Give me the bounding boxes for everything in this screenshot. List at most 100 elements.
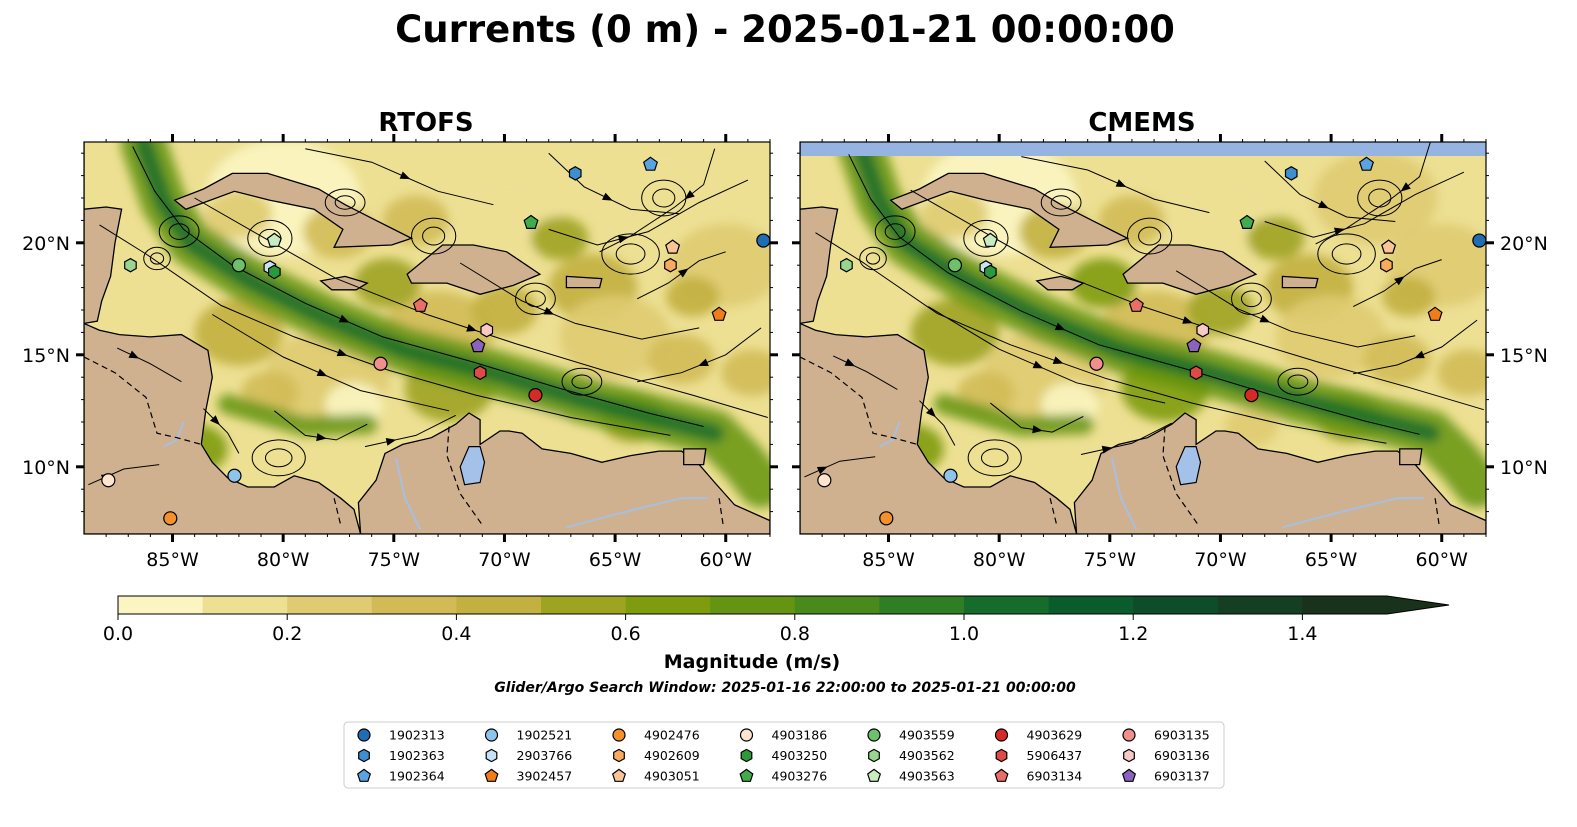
colorbar-tick-label: 1.2 — [1118, 623, 1148, 645]
float-1902313 — [1472, 233, 1486, 248]
eddy-streamline — [1138, 226, 1162, 246]
legend-label-4903629: 4903629 — [1027, 728, 1083, 743]
figure-title: Currents (0 m) - 2025-01-21 00:00:00 — [395, 8, 1175, 51]
float-4903559 — [231, 258, 247, 273]
float-4902476 — [879, 511, 894, 526]
eddy-streamline — [149, 252, 165, 265]
eddy-streamline — [1277, 367, 1319, 396]
eddy-streamline — [571, 374, 593, 389]
float-legend: 1902313 1902363 1902364 1902521 2903766 39024… — [343, 721, 1225, 789]
float-4903562 — [124, 257, 137, 273]
streamline-arrow — [1400, 182, 1411, 192]
colorbar-segment — [964, 596, 1050, 614]
streamline-arrow — [1182, 316, 1193, 324]
float-3902457 — [1427, 306, 1443, 321]
colorbar-tick-label: 0.2 — [272, 623, 302, 645]
streamline-arrow — [1052, 356, 1064, 364]
legend-label-1902521: 1902521 — [517, 728, 573, 743]
eddy-streamline — [524, 290, 546, 308]
streamline-arrow — [1318, 200, 1329, 209]
streamline-arrow — [210, 415, 220, 426]
legend-marker-4903186 — [739, 728, 754, 742]
streamline-arrow — [1054, 322, 1066, 331]
y-tick-label: 20°N — [22, 233, 70, 255]
float-4903563 — [266, 232, 282, 247]
legend-label-6903137: 6903137 — [1154, 769, 1210, 784]
eddy-streamline — [652, 188, 676, 208]
no-data-strip — [800, 142, 1486, 156]
streamline-arrow — [698, 358, 709, 366]
legend-label-4903051: 4903051 — [644, 769, 700, 784]
colorbar-segment — [879, 596, 965, 614]
float-4903562 — [840, 257, 853, 273]
legend-label-6903135: 6903135 — [1154, 728, 1210, 743]
colorbar-tick-label: 0.8 — [780, 623, 810, 645]
colorbar-segment — [371, 596, 457, 614]
eddy-streamline — [884, 223, 906, 240]
eddy-streamline — [324, 188, 366, 217]
legend-label-1902313: 1902313 — [389, 728, 445, 743]
x-tick-label: 70°W — [1194, 549, 1247, 571]
streamline-arrow — [128, 350, 140, 359]
streamline-arrow — [1259, 314, 1271, 323]
float-4903250 — [268, 264, 281, 280]
panel-title-rtofs: RTOFS — [378, 108, 473, 138]
legend-marker-1902521 — [484, 728, 499, 742]
streamline-arrow — [816, 466, 828, 475]
float-1902521 — [227, 468, 242, 483]
land-yucatan — [800, 142, 839, 325]
legend-label-4902609: 4902609 — [644, 748, 700, 763]
float-6903134 — [1128, 297, 1144, 312]
eddy-streamline — [601, 233, 660, 275]
magnitude-patch — [597, 151, 722, 245]
land-puertorico — [1281, 275, 1319, 289]
y-tick-label: 10°N — [1500, 457, 1548, 479]
streamline-arrow — [618, 235, 629, 244]
float-6903134 — [412, 297, 428, 312]
streamline-arrow — [926, 407, 936, 418]
streamline-arrow — [684, 190, 695, 200]
magnitude-patch — [353, 258, 421, 309]
eddy-streamline — [641, 179, 687, 217]
colorbar-segment — [794, 596, 880, 614]
x-tick-label: 75°W — [368, 549, 421, 571]
eddy-streamline — [422, 226, 446, 246]
float-4903276 — [1239, 214, 1255, 229]
river — [1282, 497, 1424, 529]
land-cuba — [173, 172, 414, 248]
x-tick-label: 60°W — [700, 549, 753, 571]
float-4903563 — [982, 232, 998, 247]
colorbar-tick-label: 1.0 — [949, 623, 979, 645]
magnitude-patch — [665, 276, 720, 317]
magnitude-patch — [531, 216, 589, 260]
land-hispaniola — [406, 244, 542, 295]
streamline — [1175, 270, 1416, 348]
river — [566, 497, 708, 529]
streamline — [1264, 171, 1465, 238]
current-band — [217, 394, 378, 437]
colorbar-segment — [541, 596, 627, 614]
land-yucatan — [84, 142, 123, 325]
streamline — [364, 414, 457, 448]
land — [800, 142, 1486, 534]
float-4903051 — [665, 239, 681, 254]
y-tick-label: 15°N — [1500, 345, 1548, 367]
x-tick-label: 65°W — [589, 549, 642, 571]
country-border — [333, 498, 342, 526]
magnitude-patch — [559, 295, 671, 379]
magnitude-patch — [921, 188, 989, 239]
x-tick-label: 70°W — [478, 549, 531, 571]
float-6903137 — [1186, 337, 1202, 353]
panel-title-cmems: CMEMS — [1088, 108, 1195, 138]
float-6903136 — [480, 322, 494, 338]
legend-marker-6903137 — [1121, 768, 1137, 782]
river — [1111, 457, 1138, 530]
legend-marker-1902313 — [357, 728, 371, 742]
legend-marker-4903276 — [739, 768, 754, 782]
legend-marker-4902476 — [612, 728, 626, 742]
x-tick-label: 85°W — [862, 549, 915, 571]
current-band — [933, 394, 1094, 437]
search-window-subtitle: Glider/Argo Search Window: 2025-01-16 22… — [494, 680, 1076, 696]
magnitude-patch — [1364, 334, 1431, 385]
land-south — [1073, 412, 1486, 534]
